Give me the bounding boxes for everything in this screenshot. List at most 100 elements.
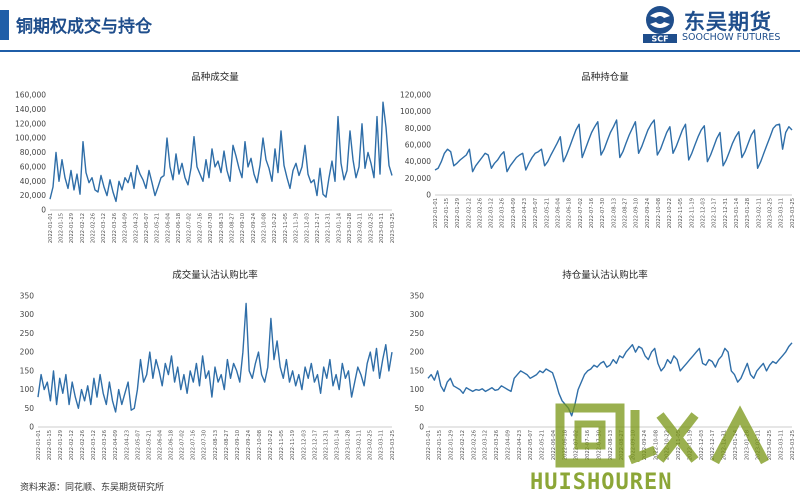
- x-tick-label: 2022-06-18: [567, 198, 573, 228]
- series-line: [427, 342, 793, 417]
- x-tick-label: 2022-11-19: [687, 430, 693, 460]
- x-tick-label: 2022-01-15: [437, 430, 443, 460]
- source-note: 资料来源：同花顺、东吴期货研究所: [20, 483, 165, 493]
- x-tick-label: 2022-01-01: [48, 213, 54, 243]
- x-tick-label: 2022-07-30: [208, 213, 214, 243]
- x-tick-label: 2022-12-03: [701, 198, 707, 228]
- x-tick-label: 2022-12-31: [326, 213, 332, 243]
- header-divider: [0, 50, 800, 52]
- x-tick-label: 2023-03-11: [379, 213, 385, 243]
- x-tick-label: 2023-02-25: [767, 198, 773, 228]
- x-tick-label: 2022-09-24: [251, 212, 257, 243]
- x-tick-label: 2022-04-23: [517, 430, 523, 460]
- x-tick-label: 2022-09-10: [634, 198, 640, 228]
- x-tick-label: 2022-06-18: [562, 430, 568, 460]
- x-tick-label: 2022-07-30: [600, 198, 606, 228]
- x-tick-label: 2022-07-16: [191, 430, 197, 460]
- x-tick-label: 2022-06-18: [176, 213, 182, 243]
- x-tick-label: 2022-05-07: [528, 430, 534, 460]
- logo-mark-letters: SCF: [651, 35, 668, 44]
- x-tick-label: 2022-10-22: [268, 430, 274, 460]
- chart-1: 品种成交量 0 20,000 40,000 60,000 80,000 100,000 120…: [15, 71, 396, 243]
- y-tick-label: 250: [20, 329, 35, 338]
- x-tick-label: 2022-09-10: [240, 213, 246, 243]
- x-tick-label: 2022-02-26: [91, 213, 97, 243]
- x-tick-label: 2023-01-28: [347, 213, 353, 243]
- x-tick-label: 2022-12-17: [712, 198, 718, 228]
- y-tick-label: 120,000: [15, 119, 46, 128]
- x-tick-label: 2022-06-04: [157, 429, 163, 460]
- x-tick-label: 2022-02-12: [466, 198, 472, 228]
- x-tick-label: 2022-09-10: [235, 430, 241, 460]
- x-tick-label: 2022-01-01: [36, 430, 42, 460]
- recycle-logo-icon: [555, 403, 769, 468]
- series-line: [37, 302, 393, 413]
- x-tick-label: 2022-01-01: [433, 198, 439, 228]
- y-tick-label: 100: [410, 385, 425, 394]
- x-tick-label: 2022-01-29: [449, 430, 455, 460]
- x-tick-label: 2023-03-11: [779, 198, 785, 228]
- y-tick-label: 50: [414, 404, 424, 413]
- x-tick-label: 2022-08-13: [219, 213, 225, 243]
- x-tick-label: 2023-01-14: [733, 429, 739, 460]
- x-tick-label: 2022-07-02: [578, 198, 584, 228]
- y-tick-label: 50: [24, 404, 34, 413]
- x-tick-label: 2023-03-25: [790, 430, 796, 460]
- x-tick-label: 2022-06-04: [556, 197, 562, 228]
- chart-title: 成交量认沽认购比率: [172, 269, 258, 281]
- chart-title: 品种持仓量: [581, 71, 629, 83]
- x-tick-label: 2023-03-25: [390, 430, 396, 460]
- x-tick-label: 2022-11-05: [678, 198, 684, 228]
- y-tick-label: 350: [410, 292, 425, 301]
- x-tick-label: 2022-02-26: [477, 198, 483, 228]
- y-tick-label: 200: [20, 348, 35, 357]
- y-tick-label: 60,000: [20, 162, 46, 171]
- logo-name-cn: 东吴期货: [684, 10, 772, 34]
- x-tick-label: 2022-10-08: [262, 213, 268, 243]
- x-tick-label: 2022-09-24: [645, 197, 651, 228]
- x-tick-label: 2023-02-11: [756, 198, 762, 228]
- scf-logo-icon: SCF: [643, 6, 677, 44]
- x-tick-label: 2022-10-08: [653, 430, 659, 460]
- x-tick-label: 2022-04-09: [511, 198, 517, 228]
- chart-title: 品种成交量: [191, 71, 239, 83]
- x-tick-label: 2022-04-09: [123, 213, 129, 243]
- x-tick-label: 2022-08-13: [611, 198, 617, 228]
- x-tick-label: 2022-08-27: [622, 198, 628, 228]
- x-tick-label: 2022-08-13: [213, 430, 219, 460]
- x-tick-label: 2022-10-08: [257, 430, 263, 460]
- y-tick-label: 200: [410, 348, 425, 357]
- x-tick-label: 2023-02-11: [358, 213, 364, 243]
- x-tick-label: 2022-10-22: [667, 198, 673, 228]
- chart-3: 成交量认沽认购比率 0 50 100 150 200 250 300 350 2022-01-01…: [20, 269, 396, 460]
- y-tick-label: 0: [426, 191, 431, 200]
- x-tick-label: 2023-01-28: [346, 430, 352, 460]
- x-tick-label: 2022-07-02: [187, 213, 193, 243]
- y-tick-label: 100,000: [400, 107, 431, 116]
- x-tick-label: 2022-11-19: [294, 213, 300, 243]
- x-tick-label: 2023-01-14: [734, 197, 740, 228]
- y-tick-label: 100,000: [15, 134, 46, 143]
- x-tick-label: 2023-03-25: [790, 198, 796, 228]
- x-tick-label: 2023-03-11: [379, 430, 385, 460]
- x-tick-label: 2022-05-07: [533, 198, 539, 228]
- x-tick-label: 2022-06-04: [165, 212, 171, 243]
- x-tick-label: 2022-11-19: [689, 198, 695, 228]
- y-tick-label: 60,000: [405, 141, 431, 150]
- y-tick-label: 350: [20, 292, 35, 301]
- y-tick-label: 250: [410, 329, 425, 338]
- x-tick-label: 2022-03-12: [101, 213, 107, 243]
- x-tick-label: 2022-08-13: [608, 430, 614, 460]
- y-tick-label: 40,000: [20, 177, 46, 186]
- x-tick-label: 2022-03-26: [112, 213, 118, 243]
- x-tick-label: 2022-11-19: [290, 430, 296, 460]
- x-tick-label: 2022-01-29: [69, 213, 75, 243]
- chart-title: 持仓量认沽认购比率: [562, 269, 648, 281]
- y-tick-label: 150: [410, 366, 425, 375]
- x-tick-label: 2022-12-17: [312, 430, 318, 460]
- x-tick-label: 2022-05-21: [540, 430, 546, 460]
- x-tick-label: 2022-11-05: [279, 430, 285, 460]
- x-tick-label: 2022-01-29: [58, 430, 64, 460]
- y-tick-label: 100: [20, 385, 35, 394]
- x-tick-label: 2022-02-12: [80, 213, 86, 243]
